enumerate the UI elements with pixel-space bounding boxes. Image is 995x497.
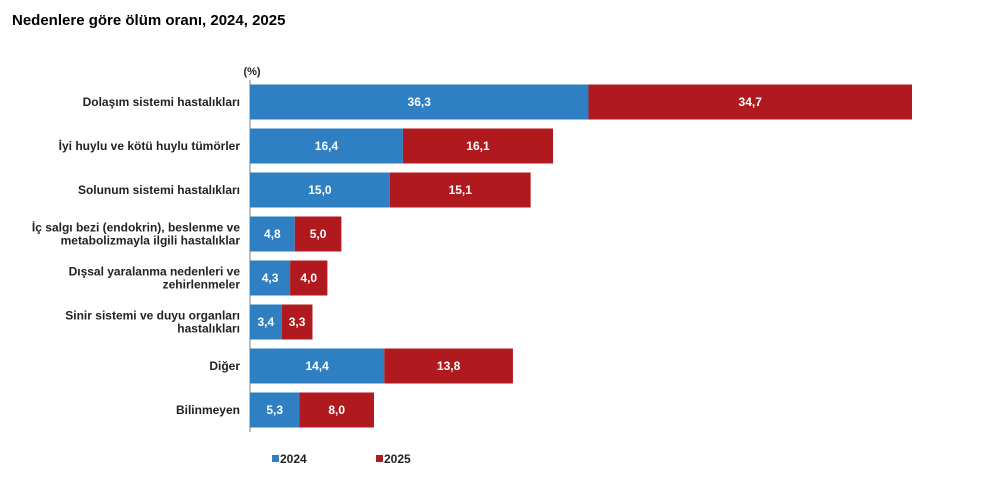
data-label-2024: 16,4 [315, 139, 339, 153]
data-label-2024: 14,4 [305, 359, 329, 373]
category-label-line: zehirlenmeler [163, 278, 241, 292]
category-label-line: Dışsal yaralanma nedenleri ve [69, 265, 241, 279]
data-label-2025: 16,1 [466, 139, 490, 153]
legend-swatch-2024 [272, 455, 279, 462]
unit-label: (%) [243, 66, 260, 78]
category-label: Dışsal yaralanma nedenleri ve zehirlenmel… [69, 265, 241, 292]
legend-swatch-2025 [376, 455, 383, 462]
data-label-2024: 36,3 [408, 95, 432, 109]
bar-2024 [250, 348, 385, 384]
category-label-line: İç salgı bezi (endokrin), beslenme ve [32, 220, 240, 235]
data-label-2025: 8,0 [328, 403, 345, 417]
data-label-2024: 4,3 [262, 271, 279, 285]
data-label-2025: 3,3 [289, 315, 306, 329]
bar-2025 [294, 216, 342, 252]
category-label: İyi huylu ve kötü huylu tümörler [59, 138, 241, 153]
bar-2025 [384, 348, 513, 384]
category-labels: Dolaşım sistemi hastalıkları İyi huylu ve… [32, 95, 240, 417]
data-label-2025: 15,1 [449, 183, 473, 197]
bar-2024 [250, 260, 291, 296]
bar-2024 [250, 172, 390, 208]
data-label-2024: 5,3 [266, 403, 283, 417]
category-label-line: Sinir sistemi ve duyu organları [65, 309, 240, 323]
legend-label-2024: 2024 [280, 452, 307, 466]
data-label-2025: 4,0 [300, 271, 317, 285]
category-label-line: hastalıkları [177, 322, 240, 336]
bar-2024 [250, 128, 403, 164]
data-label-2025: 13,8 [437, 359, 461, 373]
bar-2025 [281, 304, 313, 340]
bar-2025 [299, 392, 375, 428]
bar-2025 [402, 128, 554, 164]
data-label-2025: 5,0 [310, 227, 327, 241]
category-label: Dolaşım sistemi hastalıkları [83, 95, 240, 109]
legend-label-2025: 2025 [384, 452, 411, 466]
bars-group: 36,3 34,7 16,4 16,1 15,0 15,1 4,8 5,0 4,3 4,0 3,4 3… [250, 84, 912, 428]
data-label-2024: 4,8 [264, 227, 281, 241]
category-label: Diğer [209, 359, 240, 373]
bar-2024 [250, 216, 295, 252]
category-label-line: metabolizmayla ilgili hastalıklar [61, 234, 241, 248]
bar-2025 [389, 172, 531, 208]
category-label-line: İyi huylu ve kötü huylu tümörler [59, 138, 241, 153]
data-label-2024: 3,4 [258, 315, 275, 329]
bar-2025 [290, 260, 328, 296]
legend: 2024 2025 [272, 452, 411, 466]
category-label-line: Dolaşım sistemi hastalıkları [83, 95, 240, 109]
category-label: Solunum sistemi hastalıkları [78, 183, 240, 197]
category-label: Sinir sistemi ve duyu organları hastalıkl… [65, 309, 240, 336]
category-label: Bilinmeyen [176, 403, 240, 417]
bar-2024 [250, 392, 300, 428]
data-label-2024: 15,0 [308, 183, 332, 197]
chart-title: Nedenlere göre ölüm oranı, 2024, 2025 [12, 12, 286, 29]
bar-2024 [250, 304, 282, 340]
data-label-2025: 34,7 [739, 95, 763, 109]
category-label-line: Bilinmeyen [176, 403, 240, 417]
category-label-line: Diğer [209, 359, 240, 373]
category-label-line: Solunum sistemi hastalıkları [78, 183, 240, 197]
bar-2024 [250, 84, 589, 120]
bar-2025 [588, 84, 912, 120]
category-label: İç salgı bezi (endokrin), beslenme ve met… [32, 220, 240, 248]
